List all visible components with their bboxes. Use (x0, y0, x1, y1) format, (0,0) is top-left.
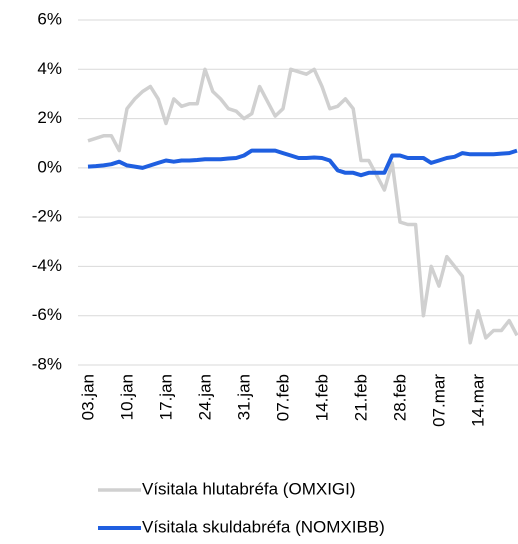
y-tick-label: 0% (37, 157, 62, 176)
y-tick-label: -8% (32, 354, 62, 373)
x-tick-label: 07.feb (273, 374, 292, 421)
x-tick-label: 03.jan (78, 374, 97, 420)
x-tick-label: 31.jan (234, 374, 253, 420)
y-tick-label: -6% (32, 305, 62, 324)
x-tick-label: 14.feb (312, 374, 331, 421)
y-tick-label: 2% (37, 108, 62, 127)
x-tick-label: 10.jan (117, 374, 136, 420)
x-tick-label: 17.jan (156, 374, 175, 420)
x-tick-label: 07.mar (429, 374, 448, 427)
x-tick-label: 24.jan (195, 374, 214, 420)
series-line (87, 148, 518, 178)
series-line (87, 67, 518, 345)
y-tick-label: 4% (37, 59, 62, 78)
x-tick-label: 14.mar (468, 374, 487, 427)
y-tick-label: -4% (32, 256, 62, 275)
legend-label: Vísitala hlutabréfa (OMXIGI) (142, 479, 356, 498)
x-tick-label: 28.feb (390, 374, 409, 421)
y-tick-label: -2% (32, 207, 62, 226)
y-tick-label: 6% (37, 9, 62, 28)
legend-label: Vísitala skuldabréfa (NOMXIBB) (142, 517, 385, 536)
x-tick-label: 21.feb (351, 374, 370, 421)
